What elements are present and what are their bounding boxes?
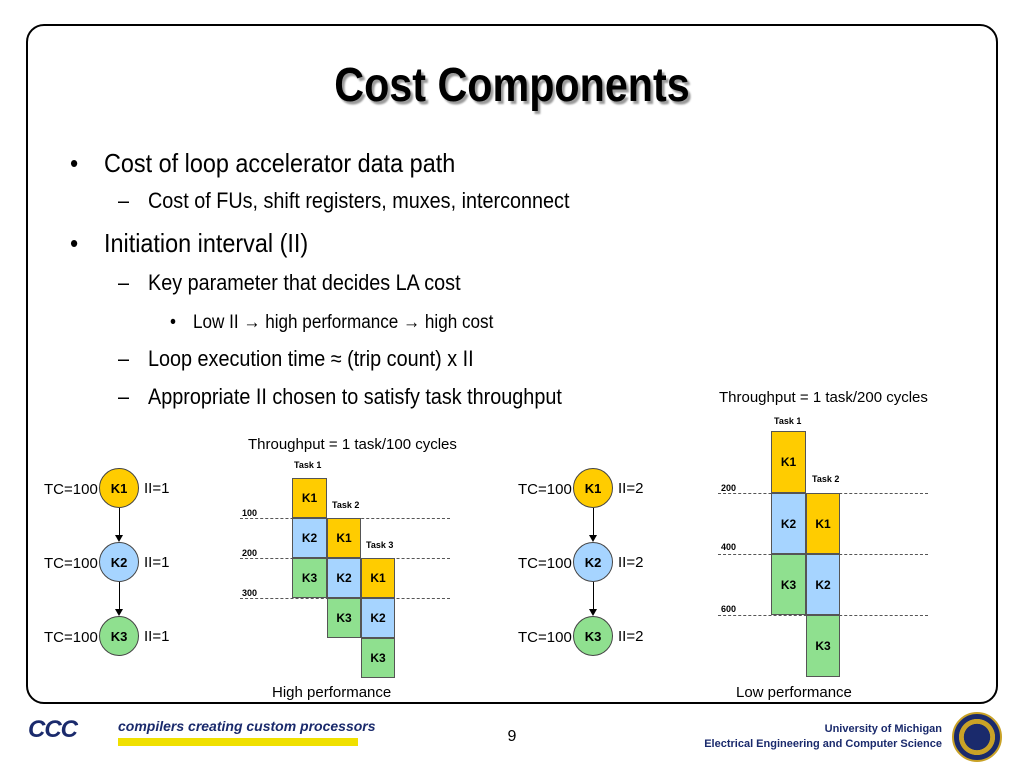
right-tc-k2: TC=100 (518, 555, 572, 572)
low-task1-label: Task 1 (774, 416, 802, 426)
high-performance-caption: High performance (272, 684, 392, 701)
high-task3-label: Task 3 (366, 540, 394, 550)
high-task1-label: Task 1 (294, 460, 322, 470)
right-node-k1: K1 (573, 468, 613, 508)
sub-bullet-marker: – (118, 188, 130, 213)
sub-sub-bullet-low-ii: Low II → high performance → high cost (193, 312, 494, 333)
university-name: University of Michigan Electrical Engine… (704, 722, 942, 752)
right-ii-k3: II=2 (618, 628, 644, 645)
left-tc-k1: TC=100 (44, 481, 98, 498)
right-tc-k3: TC=100 (518, 629, 572, 646)
bullet-marker: • (70, 148, 79, 178)
high-t3-k2: K2 (361, 598, 395, 638)
high-t2-k2: K2 (327, 558, 361, 598)
sub-bullet-marker: – (118, 346, 130, 371)
university-seal-icon (952, 712, 1002, 762)
university-line1: University of Michigan (824, 723, 942, 735)
high-t2-k3: K3 (327, 598, 361, 638)
arrow-down-icon (589, 508, 597, 542)
slide-title: Cost Components (334, 59, 690, 112)
high-t1-k1: K1 (292, 478, 327, 518)
sub-bullet-exec-time: Loop execution time ≈ (trip count) x II (148, 346, 474, 371)
left-ii-k2: II=1 (144, 554, 170, 571)
left-node-k1: K1 (99, 468, 139, 508)
bullet-loop-accel-cost: Cost of loop accelerator data path (104, 148, 456, 178)
high-t3-k3: K3 (361, 638, 395, 678)
left-tc-k2: TC=100 (44, 555, 98, 572)
high-t1-k3: K3 (292, 558, 327, 598)
left-ii-k3: II=1 (144, 628, 170, 645)
left-ii-k1: II=1 (144, 480, 170, 497)
low-task2-label: Task 2 (812, 474, 840, 484)
low-t2-k1: K1 (806, 493, 840, 554)
bullet-initiation-interval: Initiation interval (II) (104, 228, 309, 258)
arrow-down-icon (115, 582, 123, 616)
low-t2-k2: K2 (806, 554, 840, 615)
ccc-logo: CCC (28, 716, 78, 743)
low-tick-200: 200 (721, 483, 737, 493)
page-number: 9 (507, 728, 517, 745)
right-ii-k2: II=2 (618, 554, 644, 571)
sub-sub-bullet-marker: • (170, 312, 176, 333)
footer-yellow-bar (118, 738, 358, 746)
right-node-k2: K2 (573, 542, 613, 582)
sub-bullet-marker: – (118, 270, 130, 295)
sub-bullet-key-parameter: Key parameter that decides LA cost (148, 270, 461, 295)
right-ii-k1: II=2 (618, 480, 644, 497)
sub-bullet-marker: – (118, 384, 130, 409)
low-throughput-label: Throughput = 1 task/200 cycles (719, 389, 928, 406)
low-tick-600: 600 (721, 604, 737, 614)
low-tick-400: 400 (721, 542, 737, 552)
footer-tagline: compilers creating custom processors (118, 718, 376, 734)
right-tc-k1: TC=100 (518, 481, 572, 498)
high-t1-k2: K2 (292, 518, 327, 558)
left-node-k2: K2 (99, 542, 139, 582)
high-tick-100: 100 (242, 508, 258, 518)
high-tick-200: 200 (242, 548, 258, 558)
low-t2-k3: K3 (806, 615, 840, 677)
left-tc-k3: TC=100 (44, 629, 98, 646)
low-t1-k1: K1 (771, 431, 806, 493)
right-node-k3: K3 (573, 616, 613, 656)
university-line2: Electrical Engineering and Computer Scie… (704, 738, 942, 750)
high-t2-k1: K1 (327, 518, 361, 558)
sub-bullet-fu-cost: Cost of FUs, shift registers, muxes, int… (148, 188, 570, 213)
left-node-k3: K3 (99, 616, 139, 656)
high-t3-k1: K1 (361, 558, 395, 598)
low-t1-k3: K3 (771, 554, 806, 615)
sub-bullet-appropriate-ii: Appropriate II chosen to satisfy task th… (148, 384, 562, 409)
arrow-down-icon (115, 508, 123, 542)
slide-frame (26, 24, 998, 704)
low-t1-k2: K2 (771, 493, 806, 554)
high-task2-label: Task 2 (332, 500, 360, 510)
arrow-down-icon (589, 582, 597, 616)
high-tick-300: 300 (242, 588, 258, 598)
high-throughput-label: Throughput = 1 task/100 cycles (248, 436, 457, 453)
low-performance-caption: Low performance (736, 684, 852, 701)
bullet-marker: • (70, 228, 79, 258)
